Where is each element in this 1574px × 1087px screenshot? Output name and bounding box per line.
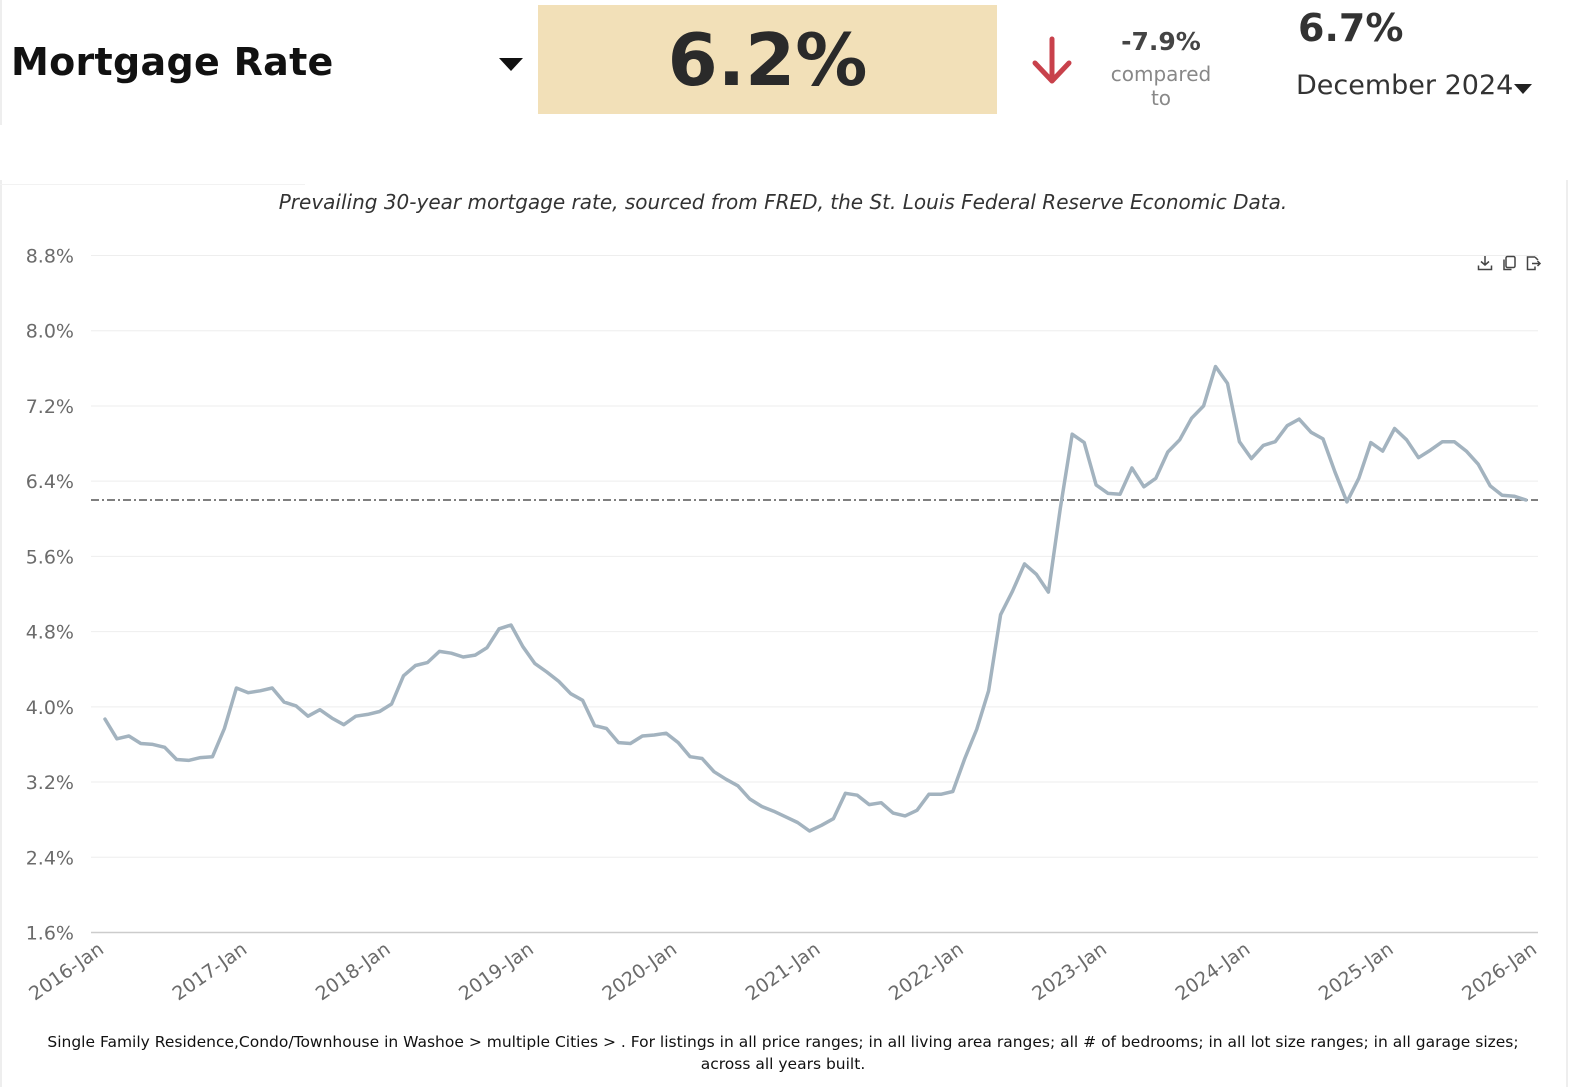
header-divider <box>0 0 2 125</box>
x-tick-label: 2017-Jan <box>168 938 251 1005</box>
x-tick-label: 2016-Jan <box>25 938 108 1005</box>
x-tick-label: 2026-Jan <box>1458 938 1541 1005</box>
y-tick-label: 5.6% <box>26 546 74 568</box>
y-tick-label: 8.0% <box>26 321 74 343</box>
x-tick-label: 2025-Jan <box>1315 938 1398 1005</box>
x-tick-label: 2022-Jan <box>885 938 968 1005</box>
copy-icon[interactable] <box>1500 254 1518 272</box>
metric-header: Mortgage Rate 6.2% -7.9% compared to 6.7… <box>0 0 1574 125</box>
current-value-box: 6.2% <box>538 5 997 114</box>
chart-frame-top <box>0 184 305 185</box>
export-icon[interactable] <box>1524 254 1542 272</box>
x-tick-label: 2023-Jan <box>1028 938 1111 1005</box>
chart-frame-left <box>0 180 2 1087</box>
x-tick-label: 2024-Jan <box>1172 938 1255 1005</box>
chart-footnote: Single Family Residence,Condo/Townhouse … <box>47 1033 1519 1073</box>
y-tick-label: 8.8% <box>26 246 74 268</box>
x-tick-label: 2019-Jan <box>455 938 538 1005</box>
download-icon[interactable] <box>1476 254 1494 272</box>
compare-label: compared to <box>1110 62 1212 110</box>
y-tick-label: 6.4% <box>26 471 74 493</box>
x-tick-label: 2021-Jan <box>742 938 825 1005</box>
y-tick-label: 3.2% <box>26 772 74 794</box>
arrow-down-icon <box>1032 36 1072 84</box>
metric-dropdown-caret-icon[interactable] <box>499 58 523 71</box>
metric-title[interactable]: Mortgage Rate <box>11 40 334 84</box>
x-tick-label: 2018-Jan <box>312 938 395 1005</box>
chart-frame-right <box>1566 180 1568 1087</box>
series-line <box>103 364 1528 833</box>
x-tick-label: 2020-Jan <box>598 938 681 1005</box>
y-tick-label: 7.2% <box>26 396 74 418</box>
y-tick-label: 4.8% <box>26 622 74 644</box>
y-tick-label: 2.4% <box>26 847 74 869</box>
chart-toolbar <box>1476 254 1548 276</box>
current-value: 6.2% <box>667 17 868 102</box>
change-percent: -7.9% <box>1121 27 1201 56</box>
y-tick-label: 4.0% <box>26 697 74 719</box>
y-tick-label: 1.6% <box>26 923 74 945</box>
date-dropdown-caret-icon[interactable] <box>1514 84 1532 94</box>
compare-value: 6.7% <box>1298 6 1404 50</box>
chart-subtitle: Prevailing 30-year mortgage rate, source… <box>278 190 1288 214</box>
compare-date-select[interactable]: December 2024 <box>1296 70 1514 101</box>
